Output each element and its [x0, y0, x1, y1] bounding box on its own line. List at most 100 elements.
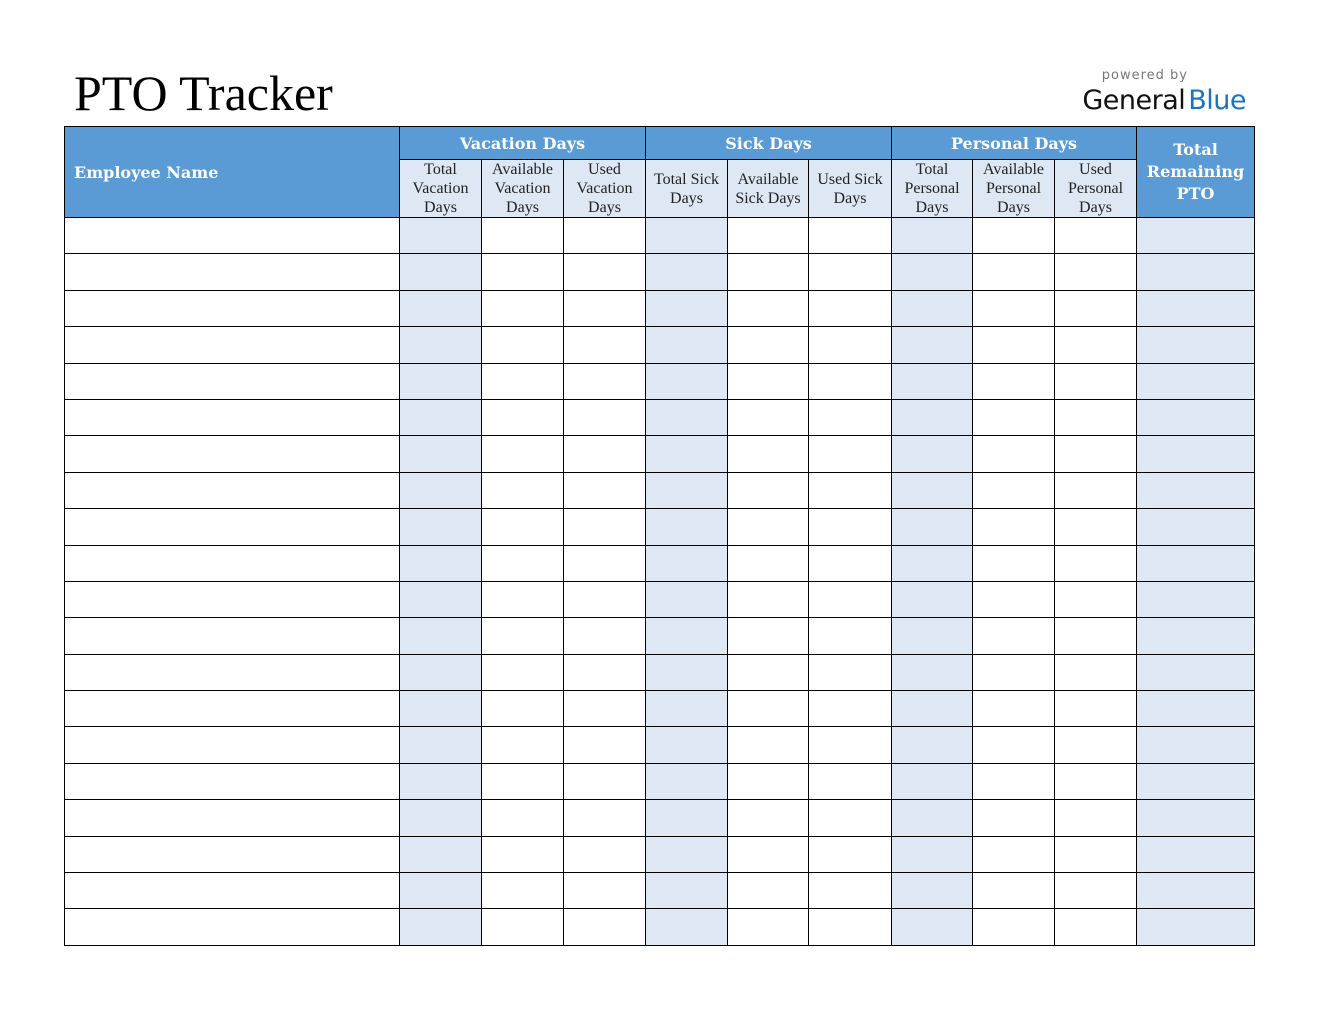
pto-cell[interactable]	[481, 398, 564, 437]
pto-cell[interactable]	[481, 362, 564, 400]
pto-cell[interactable]	[727, 253, 809, 291]
pto-cell[interactable]	[808, 872, 892, 910]
pto-cell[interactable]	[1054, 835, 1137, 874]
pto-cell[interactable]	[645, 216, 728, 255]
pto-cell[interactable]	[1136, 653, 1255, 692]
pto-cell[interactable]	[1054, 253, 1137, 291]
pto-cell[interactable]	[727, 216, 809, 255]
pto-cell[interactable]	[1054, 580, 1137, 619]
pto-cell[interactable]	[727, 653, 809, 692]
pto-cell[interactable]	[808, 544, 892, 582]
pto-cell[interactable]	[727, 289, 809, 328]
pto-cell[interactable]	[563, 653, 646, 692]
pto-cell[interactable]	[972, 289, 1055, 328]
pto-cell[interactable]	[563, 326, 646, 364]
pto-cell[interactable]	[1136, 253, 1255, 291]
pto-cell[interactable]	[727, 617, 809, 655]
pto-cell[interactable]	[481, 471, 564, 510]
pto-cell[interactable]	[727, 580, 809, 619]
pto-cell[interactable]	[808, 762, 892, 801]
pto-cell[interactable]	[1136, 544, 1255, 582]
pto-cell[interactable]	[1054, 690, 1137, 728]
pto-cell[interactable]	[891, 653, 973, 692]
pto-cell[interactable]	[645, 799, 728, 837]
pto-cell[interactable]	[1136, 835, 1255, 874]
pto-cell[interactable]	[399, 471, 482, 510]
pto-cell[interactable]	[808, 471, 892, 510]
pto-cell[interactable]	[808, 690, 892, 728]
pto-cell[interactable]	[399, 544, 482, 582]
pto-cell[interactable]	[727, 326, 809, 364]
pto-cell[interactable]	[645, 653, 728, 692]
pto-cell[interactable]	[563, 799, 646, 837]
pto-cell[interactable]	[1054, 326, 1137, 364]
pto-cell[interactable]	[972, 544, 1055, 582]
pto-cell[interactable]	[972, 326, 1055, 364]
pto-cell[interactable]	[481, 326, 564, 364]
pto-cell[interactable]	[972, 216, 1055, 255]
pto-cell[interactable]	[399, 508, 482, 546]
pto-cell[interactable]	[481, 580, 564, 619]
pto-cell[interactable]	[727, 398, 809, 437]
employee-name-cell[interactable]	[64, 580, 400, 619]
employee-name-cell[interactable]	[64, 289, 400, 328]
pto-cell[interactable]	[727, 872, 809, 910]
pto-cell[interactable]	[481, 690, 564, 728]
pto-cell[interactable]	[645, 398, 728, 437]
pto-cell[interactable]	[808, 398, 892, 437]
pto-cell[interactable]	[727, 799, 809, 837]
pto-cell[interactable]	[481, 253, 564, 291]
employee-name-cell[interactable]	[64, 544, 400, 582]
employee-name-cell[interactable]	[64, 362, 400, 400]
pto-cell[interactable]	[727, 544, 809, 582]
pto-cell[interactable]	[1136, 398, 1255, 437]
pto-cell[interactable]	[645, 471, 728, 510]
pto-cell[interactable]	[481, 216, 564, 255]
pto-cell[interactable]	[727, 908, 809, 946]
employee-name-cell[interactable]	[64, 398, 400, 437]
pto-cell[interactable]	[481, 762, 564, 801]
pto-cell[interactable]	[1054, 872, 1137, 910]
pto-cell[interactable]	[399, 362, 482, 400]
pto-cell[interactable]	[972, 726, 1055, 764]
pto-cell[interactable]	[1136, 726, 1255, 764]
pto-cell[interactable]	[399, 289, 482, 328]
pto-cell[interactable]	[481, 508, 564, 546]
pto-cell[interactable]	[808, 216, 892, 255]
pto-cell[interactable]	[1136, 216, 1255, 255]
pto-cell[interactable]	[481, 726, 564, 764]
pto-cell[interactable]	[808, 726, 892, 764]
pto-cell[interactable]	[1136, 289, 1255, 328]
pto-cell[interactable]	[563, 872, 646, 910]
pto-cell[interactable]	[563, 726, 646, 764]
pto-cell[interactable]	[481, 289, 564, 328]
pto-cell[interactable]	[808, 362, 892, 400]
employee-name-cell[interactable]	[64, 326, 400, 364]
pto-cell[interactable]	[1054, 653, 1137, 692]
pto-cell[interactable]	[891, 617, 973, 655]
pto-cell[interactable]	[972, 435, 1055, 473]
pto-cell[interactable]	[1136, 580, 1255, 619]
pto-cell[interactable]	[1136, 690, 1255, 728]
pto-cell[interactable]	[563, 508, 646, 546]
employee-name-cell[interactable]	[64, 253, 400, 291]
pto-cell[interactable]	[645, 835, 728, 874]
pto-cell[interactable]	[972, 908, 1055, 946]
pto-cell[interactable]	[1136, 799, 1255, 837]
employee-name-cell[interactable]	[64, 690, 400, 728]
pto-cell[interactable]	[727, 362, 809, 400]
pto-cell[interactable]	[481, 908, 564, 946]
pto-cell[interactable]	[1054, 726, 1137, 764]
pto-cell[interactable]	[891, 471, 973, 510]
pto-cell[interactable]	[808, 799, 892, 837]
pto-cell[interactable]	[399, 326, 482, 364]
pto-cell[interactable]	[808, 435, 892, 473]
pto-cell[interactable]	[645, 289, 728, 328]
pto-cell[interactable]	[727, 835, 809, 874]
pto-cell[interactable]	[1054, 617, 1137, 655]
pto-cell[interactable]	[563, 762, 646, 801]
pto-cell[interactable]	[891, 326, 973, 364]
pto-cell[interactable]	[563, 216, 646, 255]
pto-cell[interactable]	[1136, 326, 1255, 364]
pto-cell[interactable]	[399, 653, 482, 692]
